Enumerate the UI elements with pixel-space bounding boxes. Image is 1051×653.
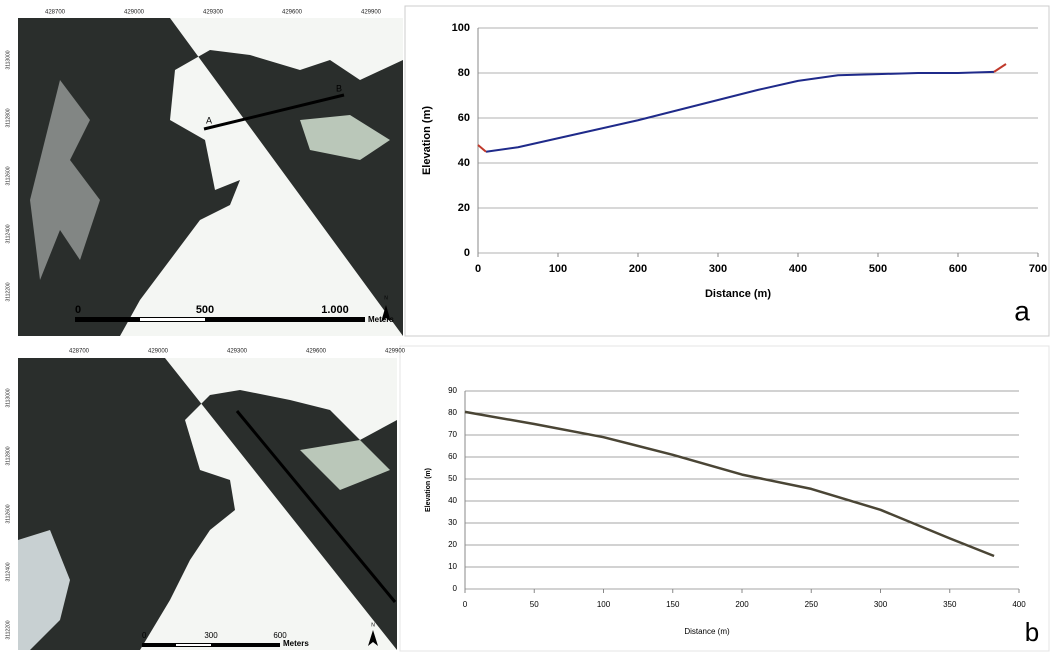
profile-line [235,410,397,603]
chart-panel [399,345,1050,652]
map-x-coord: 429600 [306,349,327,355]
y-axis-label: Elevation (m) [421,106,433,175]
map-y-coord: 3113000 [5,388,11,407]
x-tick-label: 100 [597,600,611,609]
north-arrow [368,630,378,646]
map-x-coord: 428700 [69,349,90,355]
y-tick-label: 30 [448,518,457,527]
snow [140,358,397,650]
map-y-coord: 3112400 [5,224,11,243]
map-y-coord: 3112800 [5,446,11,465]
panel-letter: b [1025,617,1039,647]
y-tick-label: 0 [453,584,458,593]
scale-unit: Meters [283,639,309,648]
x-axis-label: Distance (m) [705,288,771,300]
map-y-coord: 3112600 [5,166,11,185]
map-x-coord: 429000 [124,10,145,16]
y-tick-label: 40 [458,157,470,169]
x-tick-label: 150 [666,600,680,609]
vegetation [300,440,390,490]
map-y-coord: 3112200 [5,282,11,301]
map-x-coord: 429300 [203,10,224,16]
y-tick-label: 0 [464,247,470,259]
vegetation [300,115,390,160]
scale-bar [176,644,211,646]
x-tick-label: 0 [463,600,468,609]
profile-line [203,93,345,131]
y-tick-label: 20 [458,202,470,214]
x-tick-label: 300 [709,263,727,275]
x-tick-label: 200 [735,600,749,609]
map-x-coord: 429600 [282,10,303,16]
scale-label: 600 [273,631,287,640]
x-tick-label: 100 [549,263,567,275]
cloud [18,530,70,650]
x-tick-label: 250 [805,600,819,609]
map-a: A B 0 500 1.000 Meters N [18,18,403,336]
map-x-coord: 429900 [361,10,382,16]
y-tick-label: 50 [448,474,457,483]
x-tick-label: 50 [530,600,539,609]
map-x-coord: 429300 [227,349,248,355]
line [464,410,995,558]
point-label: A [206,115,212,125]
x-tick-label: 700 [1029,263,1047,275]
map-y-coord: 3112800 [5,108,11,127]
north-label: N [384,295,388,301]
y-tick-label: 60 [458,112,470,124]
x-tick-label: 500 [869,263,887,275]
y-tick-label: 80 [448,408,457,417]
x-tick-label: 400 [1012,600,1026,609]
map-x-coord: 429000 [148,349,169,355]
map-x-coord: 428700 [45,10,66,16]
map-b: 0 300 600 Meters N [18,358,397,650]
y-tick-label: 10 [448,562,457,571]
scale-label: 500 [196,304,214,316]
north-label: N [371,622,375,628]
north-arrow [381,305,391,322]
scale-bar [140,318,205,321]
y-tick-label: 80 [458,67,470,79]
line [485,70,995,153]
scale-label: 0 [75,304,81,316]
y-tick-label: 40 [448,496,457,505]
x-tick-label: 350 [943,600,957,609]
y-tick-label: 20 [448,540,457,549]
map-y-coord: 3112200 [5,620,11,639]
snow [120,18,403,336]
chart-panel [404,5,1050,337]
map-y-coord: 3113000 [5,50,11,69]
y-tick-label: 90 [448,386,457,395]
y-axis-label: Elevation (m) [425,468,432,512]
x-tick-label: 0 [475,263,481,275]
x-tick-label: 200 [629,263,647,275]
scale-bar [75,317,365,322]
map-x-coord: 429900 [385,349,406,355]
point-label: B [336,83,342,93]
x-tick-label: 600 [949,263,967,275]
scale-unit: Meters [368,315,394,324]
panel-letter: a [1014,295,1030,326]
line [993,63,1007,73]
line [477,144,487,153]
x-axis-label: Distance (m) [684,627,730,636]
y-tick-label: 100 [452,22,470,34]
scale-label: 1.000 [321,304,349,316]
map-y-coord: 3112400 [5,562,11,581]
scale-label: 300 [204,631,218,640]
scale-label: 0 [142,631,147,640]
snow [30,80,100,280]
map-y-coord: 3112600 [5,504,11,523]
x-tick-label: 300 [874,600,888,609]
y-tick-label: 70 [448,430,457,439]
x-tick-label: 400 [789,263,807,275]
y-tick-label: 60 [448,452,457,461]
